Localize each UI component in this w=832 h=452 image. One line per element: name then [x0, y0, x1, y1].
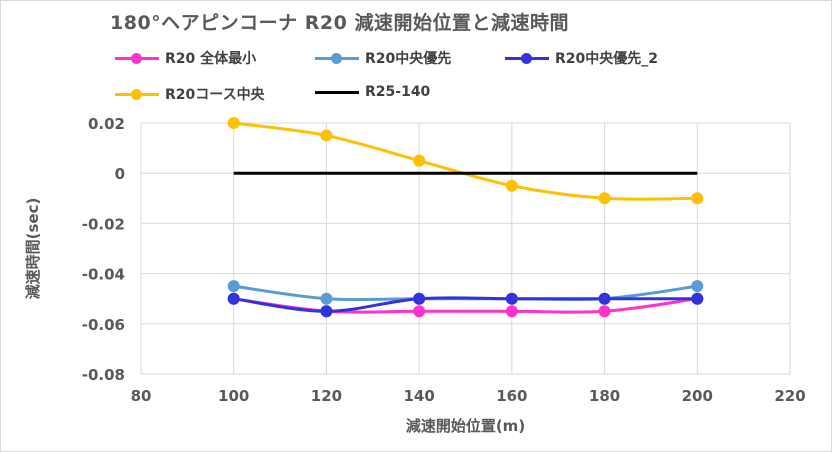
y-tick-label: 0	[115, 165, 125, 183]
y-tick-label: -0.02	[82, 215, 125, 233]
data-point-series-1	[227, 280, 240, 293]
x-axis-label: 減速開始位置(m)	[406, 417, 525, 435]
legend-swatch-3	[115, 87, 159, 101]
legend-swatch-4	[315, 85, 359, 99]
y-tick-label: -0.06	[82, 316, 125, 334]
legend-item-r20-chuou-yusen: R20中央優先	[315, 48, 451, 68]
series-line-3	[233, 121, 698, 201]
x-tick-label: 160	[496, 387, 527, 405]
x-tick-label: 220	[774, 387, 805, 405]
legend-item-r20-zentai-saisho: R20 全体最小	[115, 48, 256, 68]
legend-label-2: R20中央優先_2	[555, 51, 659, 67]
tick-labels: 0.02 0 -0.02 -0.04 -0.06 -0.08 80 100 120 140 160 1…	[82, 115, 806, 405]
data-point-series-0	[598, 305, 611, 318]
legend-swatch-0	[115, 51, 159, 65]
data-point-series-1	[320, 292, 333, 305]
x-tick-label: 100	[218, 387, 249, 405]
x-tick-label: 200	[682, 387, 713, 405]
legend-item-r25-140: R25-140	[315, 84, 430, 100]
data-point-series-3	[691, 192, 704, 205]
legend-item-r20-chuou-yusen-2: R20中央優先_2	[505, 48, 658, 68]
data-point-series-0	[413, 305, 426, 318]
data-point-series-2	[227, 292, 240, 305]
data-point-series-3	[320, 129, 333, 142]
series-lines	[233, 121, 698, 314]
legend: R20 全体最小 R20中央優先 R20中央優先_2 R20コース中央 R25-…	[115, 48, 715, 108]
legend-label-0: R20 全体最小	[165, 51, 257, 67]
legend-label-4: R25-140	[365, 84, 431, 100]
data-point-series-2	[505, 292, 518, 305]
data-point-series-2	[320, 305, 333, 318]
legend-swatch-1	[315, 51, 359, 65]
data-point-series-2	[598, 292, 611, 305]
legend-label-1: R20中央優先	[365, 51, 452, 67]
legend-swatch-2	[505, 51, 549, 65]
gridlines	[140, 122, 791, 375]
series-line-2	[233, 296, 698, 313]
data-point-series-2	[413, 292, 426, 305]
x-tick-label: 180	[589, 387, 620, 405]
data-point-series-3	[227, 117, 240, 129]
data-point-series-3	[413, 154, 426, 167]
data-point-series-2	[691, 292, 704, 305]
series-markers	[227, 117, 704, 318]
y-tick-label: 0.02	[88, 115, 125, 133]
data-point-series-3	[505, 179, 518, 192]
legend-item-r20-course-chuou: R20コース中央	[115, 84, 265, 104]
y-axis-label: 減速時間(sec)	[24, 198, 42, 300]
y-tick-label: -0.04	[82, 266, 125, 284]
data-point-series-1	[691, 280, 704, 293]
legend-label-3: R20コース中央	[165, 87, 265, 103]
data-point-series-3	[598, 192, 611, 205]
y-tick-label: -0.08	[82, 366, 125, 384]
chart-title: 180°ヘアピンコーナ R20 減速開始位置と減速時間	[110, 12, 569, 34]
x-tick-label: 120	[311, 387, 342, 405]
data-point-series-0	[505, 305, 518, 318]
x-tick-label: 140	[403, 387, 434, 405]
x-tick-label: 80	[131, 387, 152, 405]
